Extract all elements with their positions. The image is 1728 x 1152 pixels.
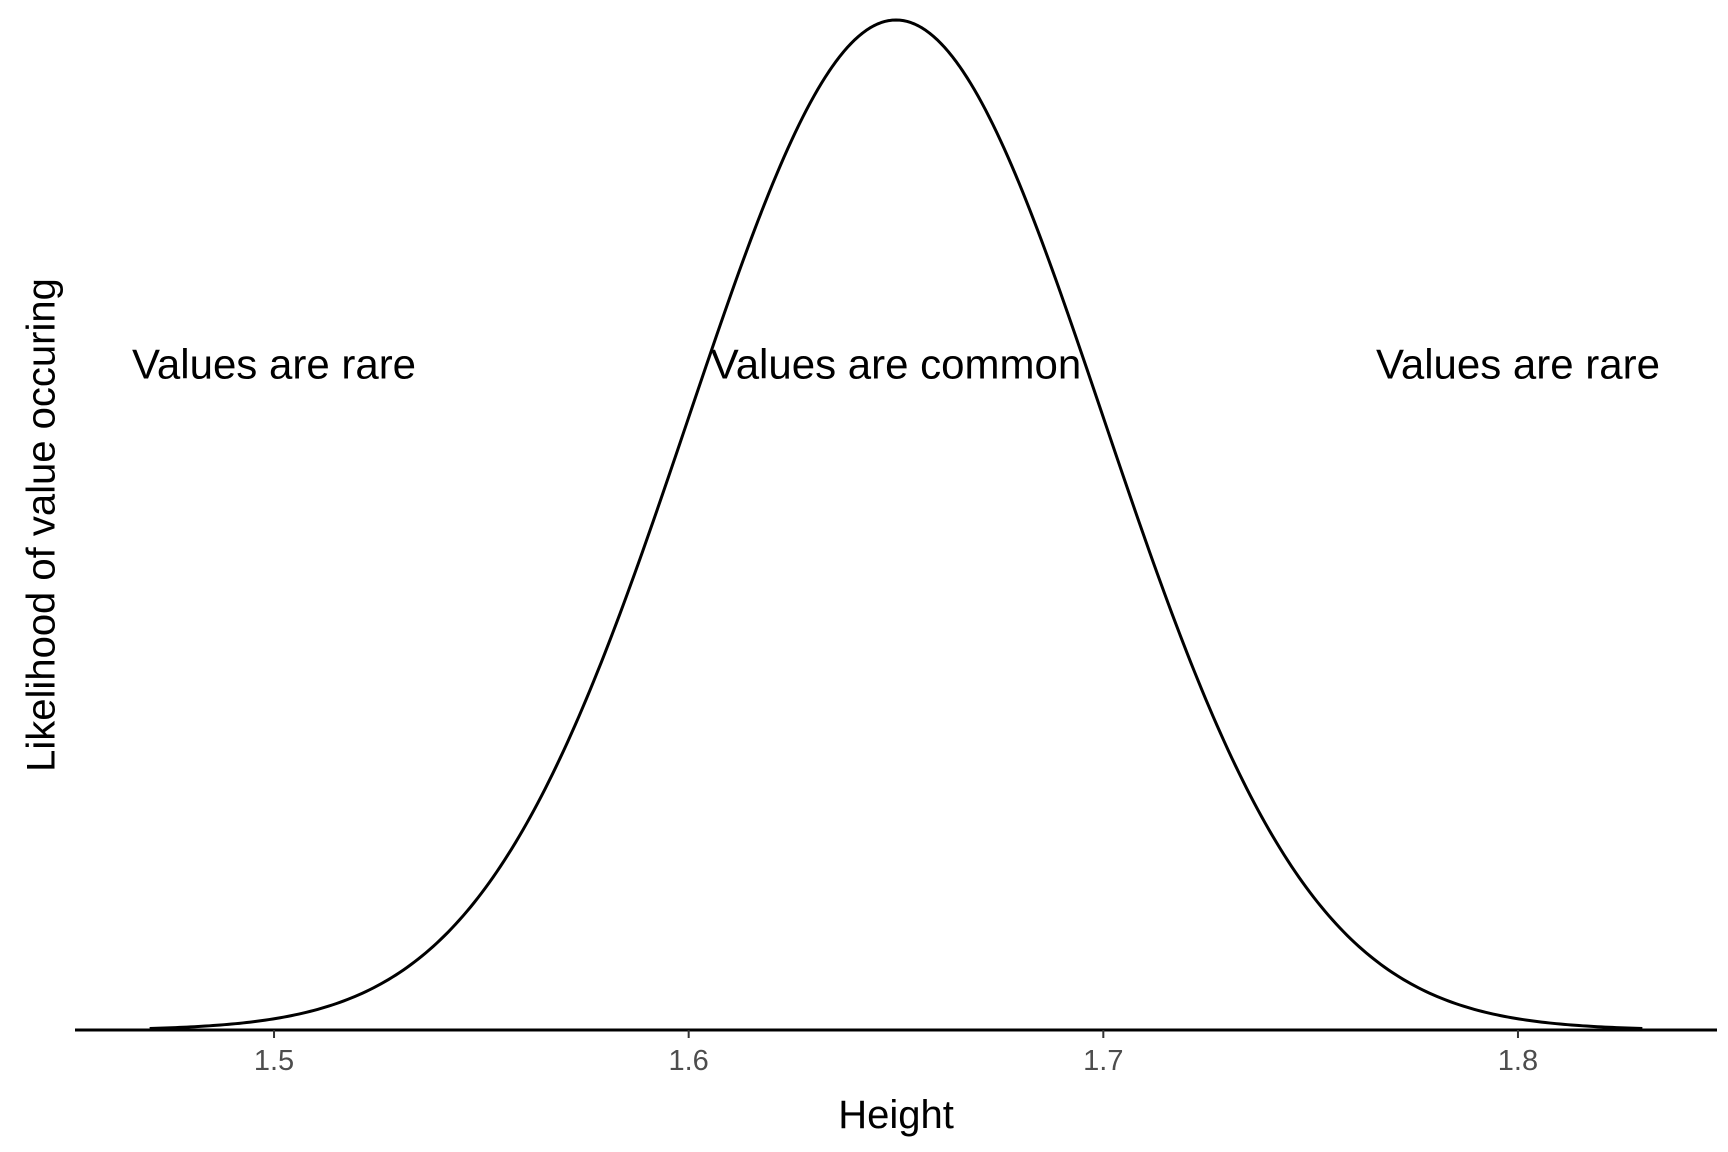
x-tick-label: 1.7 [1083,1045,1123,1077]
y-axis-title: Likelihood of value occuring [20,278,64,772]
x-tick-label: 1.5 [254,1045,294,1077]
annotation-label: Values are rare [1376,340,1660,387]
density-curve-0 [149,18,1643,1030]
annotation-label: Values are common [711,340,1081,387]
x-tick-label: 1.6 [669,1045,709,1077]
x-axis-title: Height [838,1093,954,1137]
x-tick-label: 1.8 [1498,1045,1538,1077]
annotations: Values are rare Values are common Values a… [132,340,1660,387]
x-axis-ticks: 1.5 1.6 1.7 1.8 [254,1030,1538,1077]
curve-layer [149,18,1643,1030]
annotation-label: Values are rare [132,340,416,387]
